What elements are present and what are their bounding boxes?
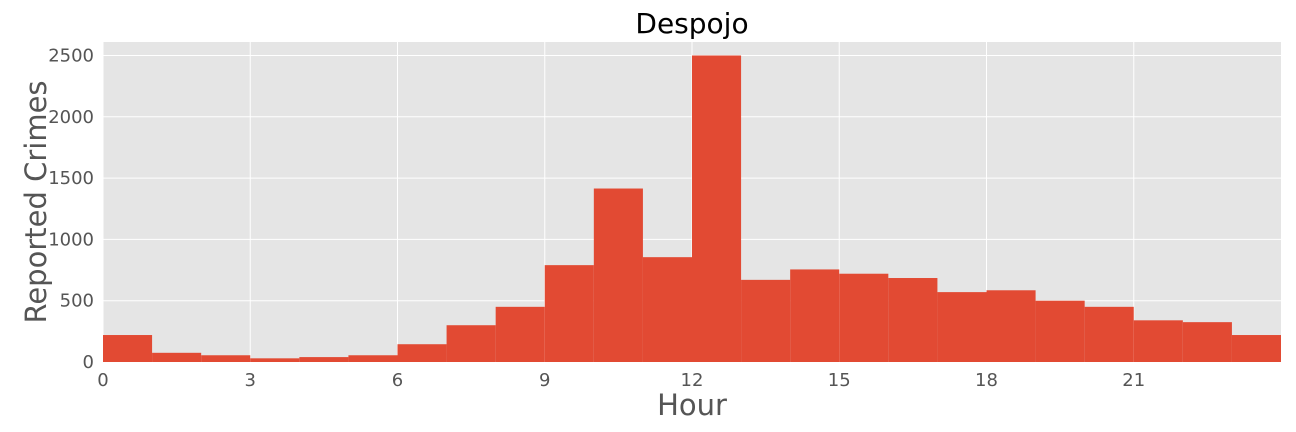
histogram-bar xyxy=(397,344,447,362)
x-tick-label: 3 xyxy=(245,370,256,391)
y-tick-label: 1000 xyxy=(48,229,94,250)
x-tick-label: 12 xyxy=(681,370,704,391)
histogram-bar xyxy=(201,355,251,362)
y-tick-label: 2000 xyxy=(48,107,94,128)
histogram-bar xyxy=(544,265,594,362)
histogram-bar xyxy=(839,273,889,362)
chart-title: Despojo xyxy=(635,7,748,40)
histogram-bar xyxy=(348,355,398,362)
x-tick-label: 0 xyxy=(97,370,108,391)
histogram-bar xyxy=(495,306,545,362)
histogram-bar xyxy=(937,292,987,362)
histogram-bar xyxy=(888,278,938,362)
histogram-bar xyxy=(446,325,496,362)
x-axis-label: Hour xyxy=(657,388,727,422)
histogram-bar xyxy=(152,352,202,362)
y-tick-label: 0 xyxy=(83,352,94,373)
y-tick-label: 500 xyxy=(60,291,94,312)
y-axis-label: Reported Crimes xyxy=(19,80,53,323)
histogram-bar xyxy=(1133,320,1183,362)
histogram-bar xyxy=(299,357,349,362)
histogram-bar xyxy=(986,290,1036,362)
x-tick-label: 15 xyxy=(828,370,851,391)
histogram-bar xyxy=(1035,300,1085,362)
x-tick-label: 21 xyxy=(1122,370,1145,391)
tick-labels: 0 3 6 9 12 15 18 21 0 500 1000 1500 2000 2500 xyxy=(48,45,1145,391)
histogram-bar xyxy=(593,188,643,362)
histogram-bar xyxy=(790,269,840,362)
histogram-bar xyxy=(642,257,692,362)
histogram-bar xyxy=(250,358,300,362)
x-tick-label: 6 xyxy=(392,370,403,391)
histogram-bar xyxy=(1182,322,1232,362)
y-tick-label: 2500 xyxy=(48,45,94,66)
x-tick-label: 18 xyxy=(975,370,998,391)
x-tick-label: 9 xyxy=(539,370,550,391)
histogram-bar xyxy=(103,335,153,362)
bars xyxy=(103,55,1281,362)
histogram-bar xyxy=(1231,335,1281,362)
y-tick-label: 1500 xyxy=(48,168,94,189)
histogram-bar xyxy=(1084,306,1134,362)
histogram-bar xyxy=(741,279,791,362)
histogram-bar xyxy=(692,55,742,362)
